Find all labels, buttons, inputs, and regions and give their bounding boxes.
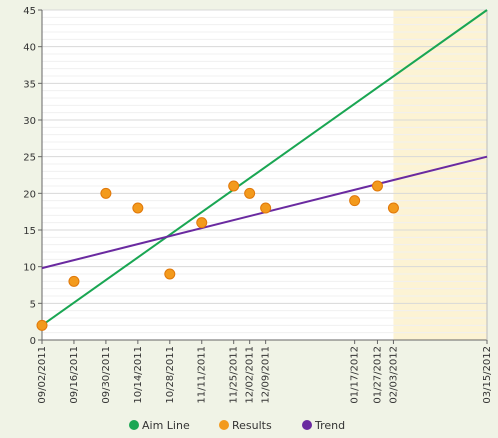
y-tick-label: 45 xyxy=(23,6,36,17)
x-tick-label: 09/02/2011 xyxy=(37,346,48,404)
x-tick-label: 02/03/2012 xyxy=(388,346,399,404)
results-point[interactable] xyxy=(36,319,48,331)
y-tick-label: 20 xyxy=(23,189,36,200)
legend: Aim Line Results Trend xyxy=(129,419,345,432)
x-tick-label: 11/25/2011 xyxy=(229,346,240,404)
projection-region xyxy=(393,10,487,340)
y-tick-label: 35 xyxy=(23,79,36,90)
x-tick-label: 01/27/2012 xyxy=(372,346,383,404)
y-tick-label: 40 xyxy=(23,43,36,54)
results-point[interactable] xyxy=(244,187,256,199)
y-tick-label: 5 xyxy=(30,299,36,310)
x-tick-label: 10/28/2011 xyxy=(165,346,176,404)
results-point[interactable] xyxy=(371,180,383,192)
x-tick-label: 01/17/2012 xyxy=(350,346,361,404)
results-point[interactable] xyxy=(164,268,176,280)
y-tick-label: 10 xyxy=(23,263,36,274)
grid-layer xyxy=(42,9,487,341)
y-tick-label: 0 xyxy=(30,336,36,347)
x-tick-label: 12/09/2011 xyxy=(261,346,272,404)
results-point[interactable] xyxy=(100,187,112,199)
y-tick-label: 15 xyxy=(23,226,36,237)
results-point[interactable] xyxy=(387,202,399,214)
results-point[interactable] xyxy=(68,275,80,287)
results-legend-marker xyxy=(219,420,229,430)
y-tick-label: 30 xyxy=(23,116,36,127)
legend-label: Aim Line xyxy=(142,419,190,432)
aim-line-line xyxy=(41,9,488,327)
y-tick-label: 25 xyxy=(23,153,36,164)
results-point[interactable] xyxy=(349,195,361,207)
projection-region-layer xyxy=(393,10,487,340)
axes-layer: 0 5 10 15 20 25 30 35 40 45 09/02/2011 09/16/2011 09… xyxy=(23,6,493,404)
x-tick-label: 12/02/2011 xyxy=(245,346,256,404)
x-tick-label: 09/16/2011 xyxy=(69,346,80,404)
x-tick-label: 09/30/2011 xyxy=(101,346,112,404)
aim-line-legend-marker xyxy=(129,420,139,430)
legend-label: Trend xyxy=(314,419,345,432)
x-tick-label: 10/14/2011 xyxy=(133,346,144,404)
x-tick-label: 03/15/2012 xyxy=(482,346,493,404)
trend-legend-marker xyxy=(302,420,312,430)
points-layer xyxy=(36,180,399,331)
results-point[interactable] xyxy=(228,180,240,192)
results-point[interactable] xyxy=(132,202,144,214)
results-point[interactable] xyxy=(196,217,208,229)
legend-label: Results xyxy=(232,419,272,432)
results-point[interactable] xyxy=(260,202,272,214)
x-tick-label: 11/11/2011 xyxy=(197,346,208,404)
